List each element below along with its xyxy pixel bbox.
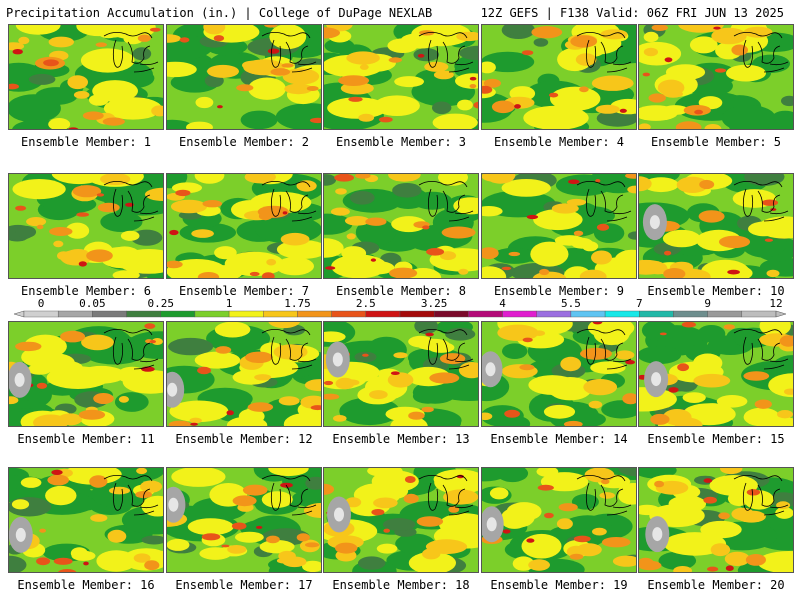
ensemble-member-map xyxy=(166,321,322,427)
ensemble-member-caption: Ensemble Member: 17 xyxy=(175,578,313,592)
colorbar-swatch xyxy=(57,310,93,318)
colorbar-swatch xyxy=(92,310,127,318)
colorbar-swatch xyxy=(604,310,640,318)
great-lakes-outline xyxy=(733,32,789,73)
great-lakes-outline xyxy=(576,181,632,222)
great-lakes-outline xyxy=(576,329,632,370)
great-lakes-outline xyxy=(103,32,159,73)
ensemble-member-caption: Ensemble Member: 16 xyxy=(17,578,155,592)
ensemble-member-map xyxy=(166,173,322,279)
ensemble-member-caption: Ensemble Member: 11 xyxy=(17,432,155,446)
colorbar-tick-label: 9 xyxy=(704,297,711,310)
ensemble-member-map xyxy=(481,24,637,130)
ensemble-member-map xyxy=(166,24,322,130)
colorbar-arrow-min xyxy=(13,310,25,318)
run-valid-time: 12Z GEFS | F138 Valid: 06Z FRI JUN 13 20… xyxy=(480,6,784,20)
colorbar-swatch xyxy=(433,310,469,318)
colorbar-tick-label: 0.05 xyxy=(79,297,106,310)
colorbar-swatch xyxy=(570,310,606,318)
colorbar-tick-label: 5.5 xyxy=(560,297,581,310)
great-lakes-outline xyxy=(733,475,789,516)
colorbar-tick-label: 4 xyxy=(499,297,506,310)
great-lakes-outline xyxy=(733,181,789,222)
precip-colorbar xyxy=(13,310,787,318)
colorbar-tick-label: 7 xyxy=(635,297,643,310)
ensemble-member-map xyxy=(8,321,164,427)
great-lakes-outline xyxy=(576,32,632,73)
ensemble-member-caption: Ensemble Member: 13 xyxy=(332,432,470,446)
ensemble-member-caption: Ensemble Member: 5 xyxy=(650,135,782,149)
ensemble-member-map xyxy=(481,467,637,573)
great-lakes-outline xyxy=(418,181,474,222)
ensemble-member-caption: Ensemble Member: 6 xyxy=(20,284,152,298)
ensemble-member-map xyxy=(638,173,794,279)
colorbar-tick-label: 12 xyxy=(769,297,783,310)
colorbar-tick-label: 1 xyxy=(225,297,233,310)
ensemble-member-map xyxy=(8,173,164,279)
ensemble-member-map xyxy=(323,24,479,130)
ensemble-member-caption: Ensemble Member: 15 xyxy=(647,432,785,446)
great-lakes-outline xyxy=(103,329,159,370)
colorbar-arrow-max xyxy=(775,310,787,318)
ensemble-member-caption: Ensemble Member: 10 xyxy=(647,284,785,298)
ensemble-member-caption: Ensemble Member: 19 xyxy=(490,578,628,592)
map-title: Precipitation Accumulation (in.) | Colle… xyxy=(6,6,433,20)
ensemble-member-map xyxy=(323,467,479,573)
ensemble-member-map xyxy=(481,321,637,427)
ensemble-member-map xyxy=(638,467,794,573)
ensemble-member-caption: Ensemble Member: 2 xyxy=(178,135,310,149)
colorbar-swatch xyxy=(194,310,230,318)
colorbar-swatch xyxy=(297,310,332,318)
great-lakes-outline xyxy=(103,181,159,222)
great-lakes-outline xyxy=(261,329,317,370)
colorbar-swatch xyxy=(160,310,196,318)
great-lakes-outline xyxy=(733,329,789,370)
colorbar-tick-label: 0.25 xyxy=(147,297,174,310)
ensemble-member-caption: Ensemble Member: 12 xyxy=(175,432,313,446)
ensemble-member-caption: Ensemble Member: 8 xyxy=(335,284,467,298)
colorbar-swatch xyxy=(263,310,298,318)
colorbar-swatch xyxy=(741,310,777,318)
ensemble-member-map xyxy=(323,321,479,427)
colorbar-swatch xyxy=(639,310,674,318)
ensemble-member-caption: Ensemble Member: 4 xyxy=(493,135,625,149)
colorbar-swatch xyxy=(399,310,435,318)
ensemble-member-caption: Ensemble Member: 20 xyxy=(647,578,785,592)
ensemble-member-caption: Ensemble Member: 9 xyxy=(493,284,625,298)
great-lakes-outline xyxy=(418,32,474,73)
colorbar-swatch xyxy=(468,310,503,318)
ensemble-member-map xyxy=(481,173,637,279)
great-lakes-outline xyxy=(261,475,317,516)
ensemble-member-map xyxy=(166,467,322,573)
ensemble-member-caption: Ensemble Member: 7 xyxy=(178,284,310,298)
great-lakes-outline xyxy=(261,181,317,222)
ensemble-member-map xyxy=(323,173,479,279)
ensemble-member-map xyxy=(8,24,164,130)
ensemble-member-caption: Ensemble Member: 14 xyxy=(490,432,628,446)
colorbar-tick-label: 2.5 xyxy=(355,297,376,310)
colorbar-tick-label: 3.25 xyxy=(420,297,448,310)
ensemble-member-caption: Ensemble Member: 3 xyxy=(335,135,467,149)
great-lakes-outline xyxy=(418,475,474,516)
colorbar-swatch xyxy=(126,310,161,318)
colorbar-swatch xyxy=(23,310,59,318)
colorbar-swatch xyxy=(673,310,708,318)
ensemble-member-map xyxy=(638,321,794,427)
great-lakes-outline xyxy=(261,32,317,73)
colorbar-swatch xyxy=(331,310,367,318)
colorbar-tick-label: 0 xyxy=(37,297,45,310)
ensemble-member-caption: Ensemble Member: 1 xyxy=(20,135,152,149)
great-lakes-outline xyxy=(418,329,474,370)
ensemble-member-caption: Ensemble Member: 18 xyxy=(332,578,470,592)
colorbar-swatch xyxy=(365,310,401,318)
great-lakes-outline xyxy=(576,475,632,516)
ensemble-member-map xyxy=(8,467,164,573)
colorbar-swatch xyxy=(536,310,572,318)
colorbar-swatch xyxy=(228,310,264,318)
ensemble-member-map xyxy=(638,24,794,130)
great-lakes-outline xyxy=(103,475,159,516)
colorbar-swatch xyxy=(707,310,743,318)
colorbar-tick-label: 1.75 xyxy=(284,297,311,310)
colorbar-swatch xyxy=(502,310,537,318)
